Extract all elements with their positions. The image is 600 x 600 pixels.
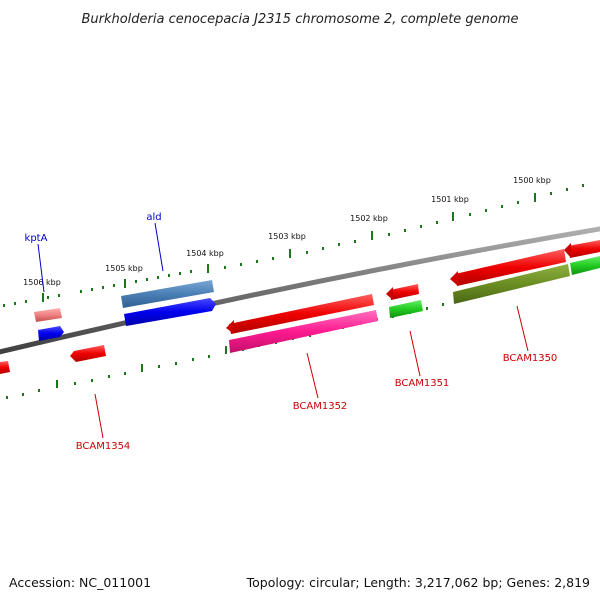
gene-bcam1352-upper[interactable] — [229, 294, 374, 334]
gene-bcam1350-lower[interactable] — [453, 264, 570, 304]
tick-label-1506: 1506 kbp — [23, 278, 61, 287]
tick-label-1501: 1501 kbp — [431, 195, 469, 204]
gene-kptA-lower[interactable] — [38, 326, 64, 341]
gene-bcam1351-arrowhead — [386, 287, 393, 300]
gene-bcam1352-arrowhead — [226, 320, 234, 334]
leader-bcam1351 — [409, 330, 421, 377]
leader-ald — [154, 222, 164, 272]
gene-label-bcam1352[interactable]: BCAM1352 — [293, 401, 348, 412]
tick-label-1503: 1503 kbp — [268, 232, 306, 241]
gene-label-bcam1354[interactable]: BCAM1354 — [76, 441, 131, 452]
leader-kptA — [37, 243, 45, 293]
gene-left-edge[interactable] — [0, 361, 10, 374]
leader-bcam1354 — [94, 393, 104, 439]
map-title: Burkholderia cenocepacia J2315 chromosom… — [81, 12, 518, 27]
gene-label-bcam1351[interactable]: BCAM1351 — [395, 378, 450, 389]
gene-bcam1354[interactable] — [70, 345, 106, 362]
gene-bcam1351-lower[interactable] — [389, 300, 423, 318]
outer-tick-ring — [3, 184, 584, 307]
tick-label-1502: 1502 kbp — [350, 214, 388, 223]
gene-ald-lower[interactable] — [124, 298, 216, 326]
forward-strand-genes — [34, 240, 600, 334]
gene-kptA-upper[interactable] — [34, 308, 62, 322]
tick-label-1505: 1505 kbp — [105, 264, 143, 273]
leader-bcam1352 — [306, 352, 319, 399]
tick-label-1500: 1500 kbp — [513, 176, 551, 185]
gene-far-right-arrowhead — [564, 243, 571, 258]
footer-accession: Accession: NC_011001 — [9, 575, 151, 590]
gene-label-kptA[interactable]: kptA — [25, 233, 48, 244]
gene-ald-upper[interactable] — [121, 280, 214, 308]
gene-far-right-upper[interactable] — [568, 240, 600, 258]
gene-label-bcam1350[interactable]: BCAM1350 — [503, 353, 558, 364]
chromosome-backbone — [0, 226, 600, 355]
gene-bcam1350-arrowhead — [450, 271, 458, 286]
gene-label-ald[interactable]: ald — [146, 212, 161, 223]
gene-far-right-lower[interactable] — [570, 256, 600, 275]
gene-bcam1350-upper[interactable] — [455, 249, 566, 286]
tick-label-1504: 1504 kbp — [186, 249, 224, 258]
reverse-strand-genes — [0, 256, 600, 374]
leader-bcam1350 — [516, 305, 529, 352]
gene-bcam1351-upper[interactable] — [390, 284, 419, 300]
footer-topology: Topology: circular; Length: 3,217,062 bp… — [246, 575, 590, 590]
gene-bcam1352-lower[interactable] — [229, 310, 378, 353]
label-leaders — [37, 222, 529, 439]
